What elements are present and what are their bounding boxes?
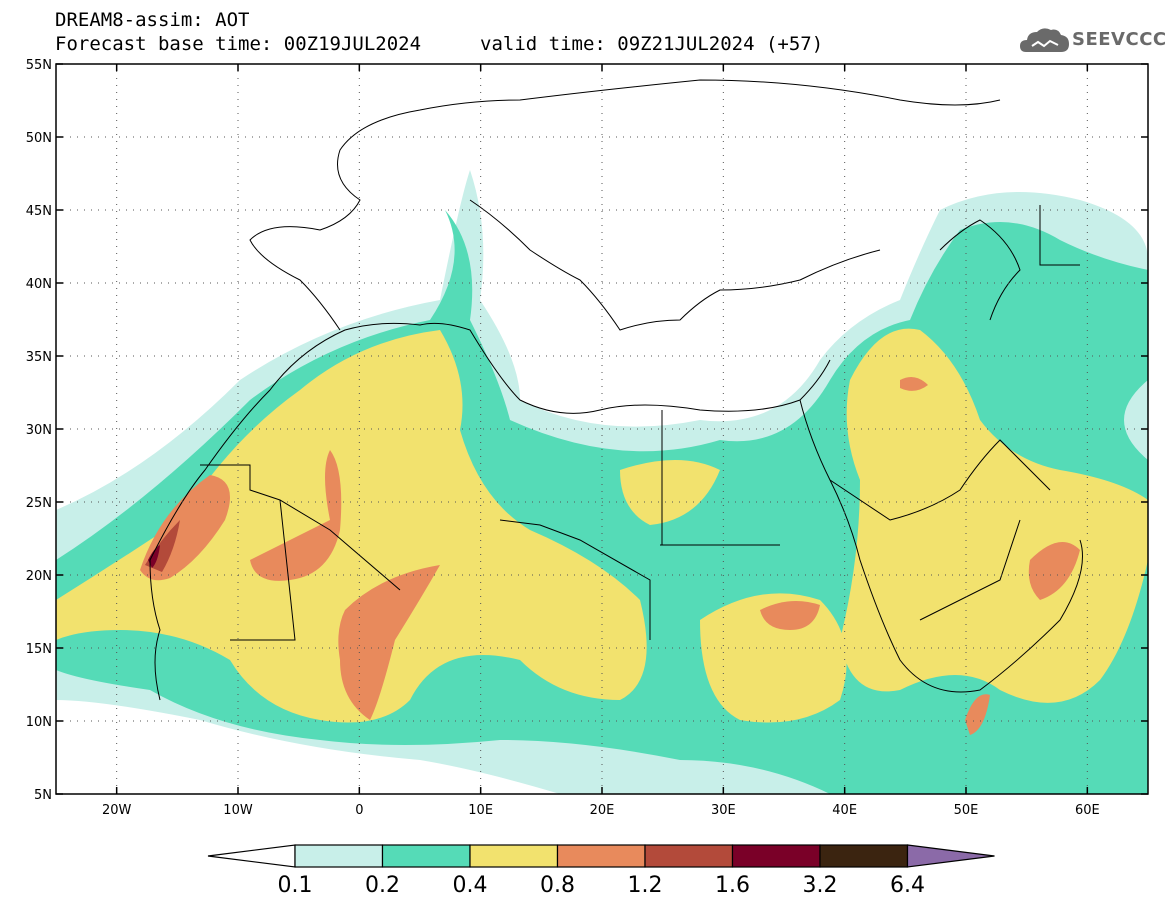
lat-tick-label: 25N [26,496,52,511]
colorbar-segment [556,844,646,868]
graticule [56,64,1148,794]
colorbar-segment [731,844,821,868]
aot-band-0.8-sudan [760,601,820,630]
aot-band-0.8-sahara [250,450,342,581]
title-line-1: DREAM8-assim: AOT [55,9,250,31]
lon-tick-label: 50E [954,803,979,818]
colorbar-label: 0.1 [278,873,313,898]
lat-tick-label: 5N [34,788,52,803]
colorbar-label: 3.2 [803,873,838,898]
colorbar-label: 0.4 [453,873,488,898]
lat-tick-label: 35N [26,350,52,365]
lon-tick-label: 60E [1075,803,1100,818]
aot-band-0.8-iraq [900,376,928,391]
aot-band-0.4-west [56,330,647,723]
lon-tick-label: 40E [832,803,857,818]
aot-band-1.6 [148,545,160,568]
coastlines [149,79,1083,701]
latitude-labels: 5N 10N 15N 20N 25N 30N 35N 40N 45N 50N 55N [26,58,52,803]
colorbar-label: 0.2 [365,873,400,898]
lat-tick-label: 45N [26,204,52,219]
title-line-3: valid time: 09Z21JUL2024 (+57) [480,33,824,55]
title-line-2: Forecast base time: 00Z19JUL2024 [55,33,422,55]
lat-tick-label: 10N [26,715,52,730]
lon-tick-label: 10W [223,803,253,818]
lon-tick-label: 30E [711,803,736,818]
aot-band-0.8-arabia [1028,542,1080,600]
lon-tick-label: 20W [102,803,132,818]
aot-band-0.8-somalia [965,694,990,735]
longitude-ticks [115,64,1089,794]
colorbar-label: 1.6 [715,873,750,898]
lon-tick-label: 20E [590,803,615,818]
colorbar-max-arrow [906,844,995,868]
colorbar-segment [819,844,909,868]
colorbar-segment [469,844,559,868]
colorbar-segment [644,844,734,868]
lat-tick-label: 50N [26,131,52,146]
colorbar: 0.1 0.2 0.4 0.8 1.2 1.6 3.2 6.4 [207,844,995,898]
colorbar-label: 6.4 [890,873,925,898]
lat-tick-label: 55N [26,58,52,73]
aot-band-0.4-east [840,328,1148,703]
colorbar-min-arrow [207,844,296,868]
colorbar-label: 0.8 [540,873,575,898]
lat-tick-label: 15N [26,642,52,657]
lat-tick-label: 40N [26,277,52,292]
lon-tick-label: 0 [355,803,363,818]
colorbar-label: 1.2 [628,873,663,898]
aot-band-0.8-niger [338,565,440,720]
longitude-labels: 20W 10W 0 10E 20E 30E 40E 50E 60E [102,803,1100,818]
colorbar-segment [381,844,471,868]
lon-tick-label: 10E [468,803,493,818]
latitude-ticks [56,63,1148,795]
lat-tick-label: 20N [26,569,52,584]
cloud-logo-icon [1020,28,1069,52]
logo-text: SEEVCCC [1072,29,1165,50]
colorbar-segment [294,844,384,868]
aot-band-0.4-east-africa [620,460,720,525]
lat-tick-label: 30N [26,423,52,438]
aot-band-0.4-central [700,593,847,723]
